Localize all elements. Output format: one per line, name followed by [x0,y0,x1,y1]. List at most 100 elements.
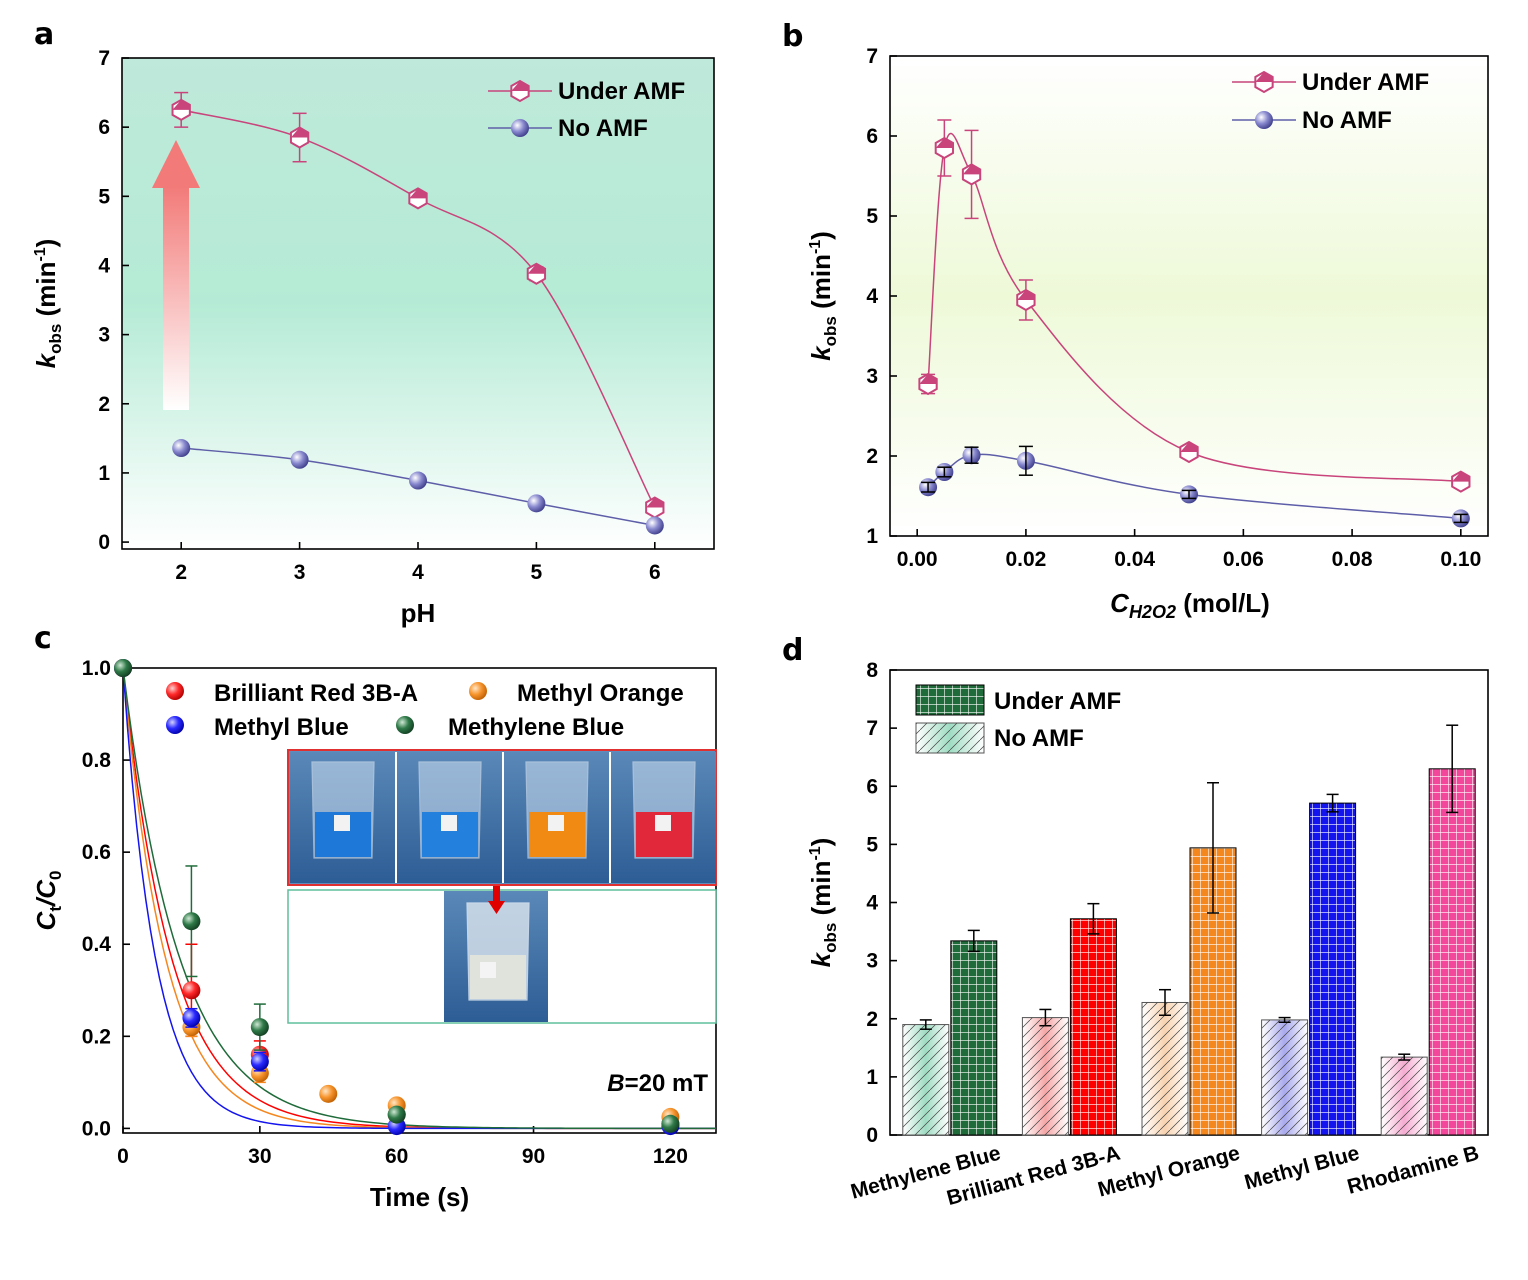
y-tick-label: 3 [866,950,878,973]
down-arrow-head [488,901,505,914]
y-label-sup: -1 [807,846,824,860]
x-tick-label: 0.06 [1223,548,1264,571]
under-amf-marker-fill [409,188,427,199]
beaker-liquid [470,955,526,999]
x-label-sub: H2O2 [1129,602,1176,622]
x-axis-label: Time (s) [370,1182,469,1212]
y-label-sub: obs [46,324,65,354]
y-label-sub: obs [821,316,840,346]
y-tick-label: 5 [866,833,878,856]
bar-no-amf-hatch [1022,1017,1069,1135]
x-tick-label: 3 [294,561,306,584]
x-tick-label: 6 [649,561,661,584]
increase-arrow-head [152,140,200,188]
data-point [182,912,201,931]
beaker-label [548,815,564,831]
no-amf-marker [290,450,309,469]
x-tick-label: 0.00 [897,548,938,571]
no-amf-marker [409,471,427,490]
data-point [250,1052,269,1071]
legend-label-under-amf: Under AMF [558,78,685,105]
legend-label: Methyl Orange [517,680,684,707]
chart-b: 1 2 3 4 5 6 7 0.00 0.02 0.04 0.06 0.08 0.10 CH2O2 (mo… [806,45,1489,622]
legend-label-under-amf: Under AMF [1302,69,1429,96]
y-tick-label: 0.6 [82,841,111,864]
x-category-label: Methyl Blue [1242,1142,1362,1195]
y-label-sub-0: 0 [46,871,65,880]
beaker-label [441,815,457,831]
annotation-value: =20 mT [625,1070,709,1097]
y-tick-label: 6 [866,125,878,148]
legend-marker [469,682,487,700]
no-amf-marker [645,516,664,535]
y-label-sup: -1 [807,240,824,254]
fit-curve [122,667,717,1130]
field-annotation: B=20 mT [607,1070,708,1097]
under-amf-marker-fill [511,81,529,91]
y-tick-label: 6 [866,775,878,798]
under-amf-marker-fill [172,99,190,110]
under-amf-marker-fill [527,263,546,274]
x-tick-label: 0.04 [1114,548,1155,571]
legend-label: Methyl Blue [214,714,349,741]
beaker-label [655,815,671,831]
annotation-b: B [607,1070,624,1097]
y-label-sup: -1 [32,247,49,261]
panel-label-b: b [782,19,803,54]
y-tick-label: 4 [866,285,878,308]
data-point [182,1008,201,1027]
x-tick-label: 90 [522,1145,545,1168]
bar-no-amf-hatch [1142,1002,1188,1135]
under-amf-marker-fill [646,497,664,508]
beaker-label [334,815,350,831]
y-label-k: k [806,345,836,361]
legend-marker [166,682,184,700]
y-label-unit: (min [31,262,61,324]
data-point [319,1084,338,1103]
no-amf-marker [527,494,546,513]
panel-label-a: a [34,17,54,52]
x-tick-label: 120 [653,1145,688,1168]
x-axis-label: pH [401,598,436,628]
y-label-unit: (min [806,861,836,923]
y-label-close: ) [806,231,836,240]
legend-label: Brilliant Red 3B-A [214,680,418,707]
legend-label-under-amf: Under AMF [994,688,1121,715]
y-label-unit: (min [806,254,836,316]
series-line-under-amf [181,109,656,508]
under-amf-marker-fill [1017,290,1035,300]
legend-label-no-amf: No AMF [1302,107,1392,134]
y-tick-label: 6 [98,116,110,139]
x-tick-label: 0.08 [1332,548,1373,571]
y-tick-label: 0.8 [82,749,112,772]
y-label-sub-t: t [46,906,65,912]
y-tick-label: 7 [98,47,110,70]
data-point [182,981,201,1000]
y-tick-label: 2 [98,393,110,416]
bar-under-amf [950,940,998,1136]
series-line-under-amf [927,132,1461,483]
y-tick-label: 1.0 [82,657,111,680]
y-tick-label: 1 [98,462,110,485]
y-tick-label: 1 [866,525,878,548]
y-tick-label: 4 [866,892,878,915]
x-tick-label: 5 [531,561,543,584]
bar-no-amf-hatch [902,1024,949,1135]
y-axis-label: kobs (min-1) [31,239,65,369]
y-label-close: ) [31,239,61,248]
legend-swatch-under-amf [915,684,985,716]
data-point [114,659,132,677]
under-amf-marker-fill [962,164,981,175]
y-tick-label: 1 [866,1066,878,1089]
y-tick-label: 0.2 [82,1025,111,1048]
bar-under-amf [1428,768,1476,1136]
legend-label-no-amf: No AMF [994,725,1084,752]
chart-c: 0.0 0.2 0.4 0.6 0.8 1.0 0 30 60 90 120 Time (s) Ct/C… [31,657,717,1212]
legend-marker-no-amf [1255,111,1273,129]
x-tick-label: 30 [248,1145,271,1168]
x-tick-label: 0 [117,1145,129,1168]
data-point [387,1105,406,1124]
data-point [661,1114,680,1133]
under-amf-marker-fill [1255,72,1273,82]
bar-no-amf-hatch [1261,1019,1308,1135]
